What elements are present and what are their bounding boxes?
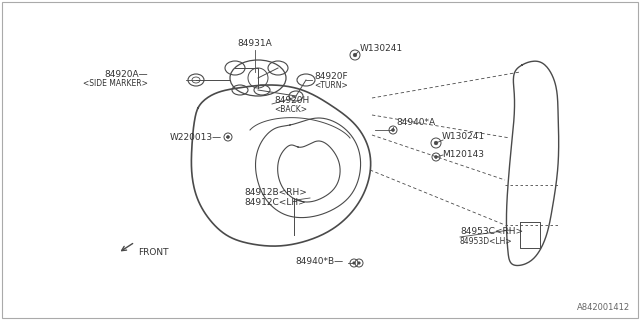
- Text: W130241: W130241: [360, 44, 403, 52]
- Circle shape: [435, 156, 437, 158]
- Text: 84940*A: 84940*A: [396, 117, 435, 126]
- Text: M120143: M120143: [442, 149, 484, 158]
- Circle shape: [392, 129, 394, 132]
- Circle shape: [227, 136, 229, 139]
- Text: <SIDE MARKER>: <SIDE MARKER>: [83, 78, 148, 87]
- Text: FRONT: FRONT: [138, 247, 168, 257]
- Text: <TURN>: <TURN>: [314, 81, 348, 90]
- Text: A842001412: A842001412: [577, 303, 630, 312]
- Text: 84953C<RH>: 84953C<RH>: [460, 227, 523, 236]
- Circle shape: [357, 261, 360, 265]
- Circle shape: [353, 261, 356, 265]
- Text: <BACK>: <BACK>: [274, 105, 307, 114]
- Text: 84920F: 84920F: [314, 71, 348, 81]
- Circle shape: [435, 141, 438, 145]
- Text: 84920A—: 84920A—: [104, 69, 148, 78]
- Text: 84940*B—: 84940*B—: [296, 258, 344, 267]
- Text: 84912C<LH>: 84912C<LH>: [244, 197, 306, 206]
- Text: 84920H: 84920H: [274, 95, 309, 105]
- Text: W220013—: W220013—: [170, 132, 222, 141]
- Text: 84912B<RH>: 84912B<RH>: [244, 188, 307, 196]
- Text: 84953D<LH>: 84953D<LH>: [460, 236, 513, 245]
- Circle shape: [353, 53, 356, 57]
- Text: W130241: W130241: [442, 132, 485, 140]
- Text: 84931A: 84931A: [237, 38, 273, 47]
